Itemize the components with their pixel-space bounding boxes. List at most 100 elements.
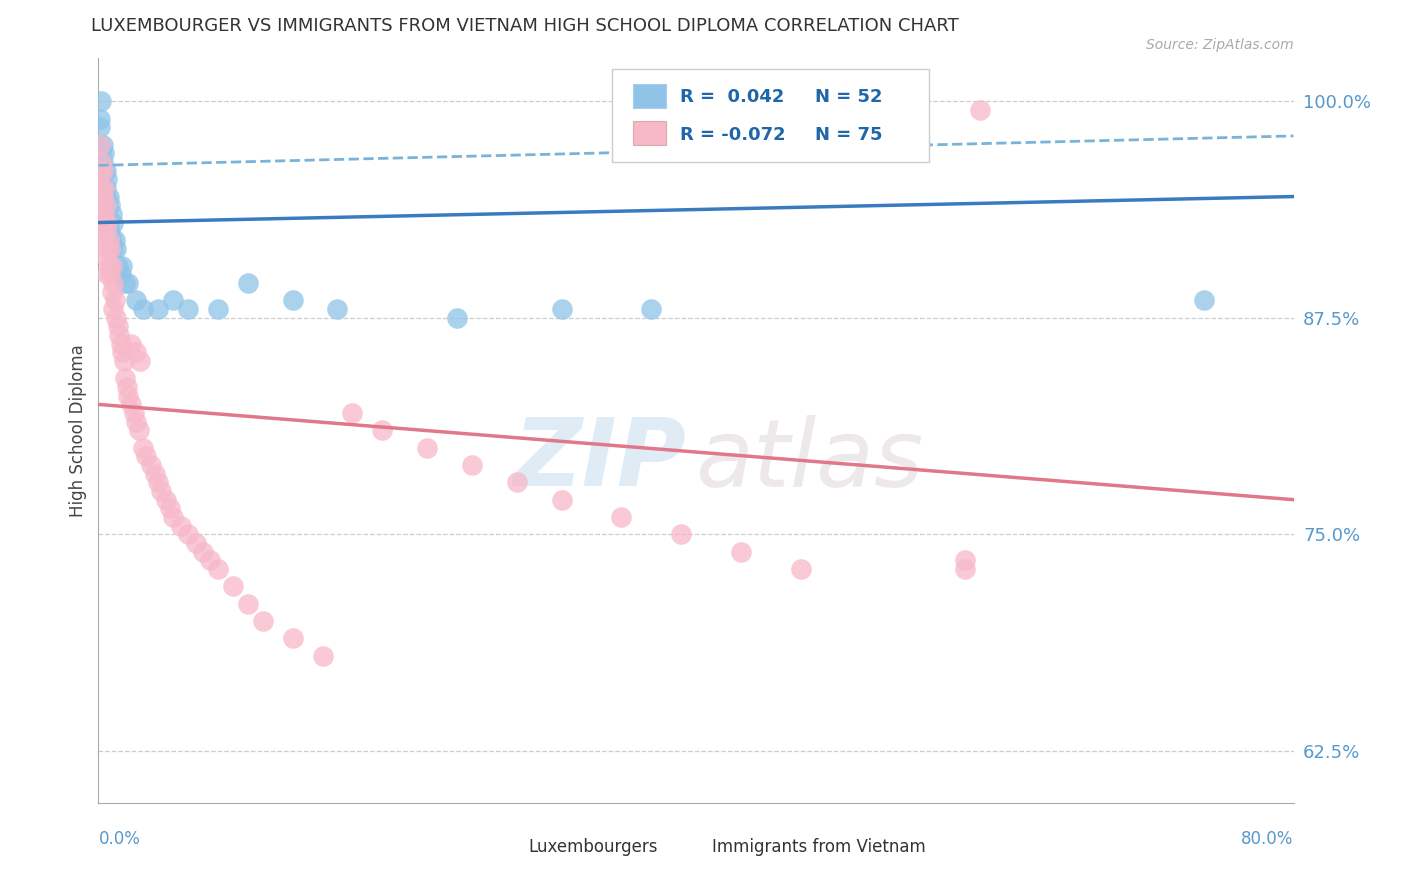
Point [416, 441, 439, 455]
Point [461, 458, 484, 472]
Point [148, 475, 170, 490]
Point [96, 215, 118, 229]
Point [98, 224, 122, 238]
Point [91, 181, 114, 195]
Point [125, 345, 148, 359]
FancyBboxPatch shape [678, 837, 704, 854]
Point [90, 95, 112, 109]
Point [97, 259, 120, 273]
Point [129, 354, 152, 368]
Text: 80.0%: 80.0% [1241, 830, 1294, 847]
Point [159, 501, 181, 516]
Point [94, 207, 117, 221]
Point [94, 189, 117, 203]
Point [506, 475, 529, 490]
Point [103, 242, 125, 256]
Point [101, 285, 124, 299]
Point [969, 103, 991, 117]
Point [132, 441, 155, 455]
Point [103, 302, 125, 317]
Point [98, 198, 122, 212]
Point [132, 302, 155, 317]
Point [96, 198, 118, 212]
Point [98, 268, 122, 282]
Point [125, 415, 148, 429]
Point [90, 172, 112, 186]
Point [640, 302, 662, 317]
Point [169, 518, 191, 533]
Point [89, 137, 111, 152]
Point [91, 163, 114, 178]
Point [1192, 293, 1215, 308]
Point [90, 189, 112, 203]
Point [114, 371, 136, 385]
Point [953, 562, 976, 576]
Point [89, 137, 111, 152]
FancyBboxPatch shape [633, 121, 666, 145]
Point [342, 406, 364, 420]
Point [110, 336, 132, 351]
Point [177, 527, 200, 541]
Point [184, 536, 207, 550]
Point [91, 163, 114, 178]
Point [91, 137, 114, 152]
Point [222, 579, 245, 593]
Point [93, 181, 115, 195]
Point [207, 562, 229, 576]
Point [107, 319, 129, 334]
Point [111, 259, 134, 273]
Point [104, 293, 127, 308]
Point [789, 562, 811, 576]
Point [96, 268, 118, 282]
Point [200, 553, 222, 567]
Point [90, 198, 112, 212]
Point [101, 233, 124, 247]
Point [371, 423, 394, 437]
Point [94, 198, 117, 212]
Text: N = 75: N = 75 [815, 126, 883, 144]
Point [114, 276, 136, 290]
Point [96, 215, 118, 229]
Text: Immigrants from Vietnam: Immigrants from Vietnam [711, 838, 925, 856]
Point [125, 293, 148, 308]
Point [111, 345, 134, 359]
Point [135, 450, 157, 464]
Point [96, 242, 118, 256]
Point [90, 181, 112, 195]
Point [105, 310, 128, 325]
Point [610, 510, 633, 524]
Point [98, 242, 122, 256]
FancyBboxPatch shape [613, 70, 929, 162]
Point [90, 155, 112, 169]
Point [162, 510, 184, 524]
Point [669, 527, 692, 541]
Point [191, 544, 214, 558]
Point [104, 233, 127, 247]
Point [207, 302, 229, 317]
Point [326, 302, 349, 317]
Point [112, 354, 135, 368]
Point [93, 163, 115, 178]
FancyBboxPatch shape [633, 84, 666, 108]
Point [94, 250, 117, 264]
Point [124, 406, 146, 420]
Point [103, 215, 125, 229]
Point [108, 328, 131, 343]
Point [281, 632, 304, 646]
Point [120, 397, 142, 411]
Point [143, 467, 166, 481]
Point [89, 163, 111, 178]
Point [550, 302, 572, 317]
Point [139, 458, 162, 472]
Point [103, 276, 125, 290]
Point [96, 172, 118, 186]
Point [97, 215, 120, 229]
Point [550, 492, 572, 507]
Point [107, 259, 129, 273]
Point [101, 207, 124, 221]
Point [89, 112, 111, 126]
Text: Luxembourgers: Luxembourgers [529, 838, 658, 856]
Point [120, 336, 142, 351]
Text: Source: ZipAtlas.com: Source: ZipAtlas.com [1146, 38, 1294, 52]
Point [94, 181, 117, 195]
